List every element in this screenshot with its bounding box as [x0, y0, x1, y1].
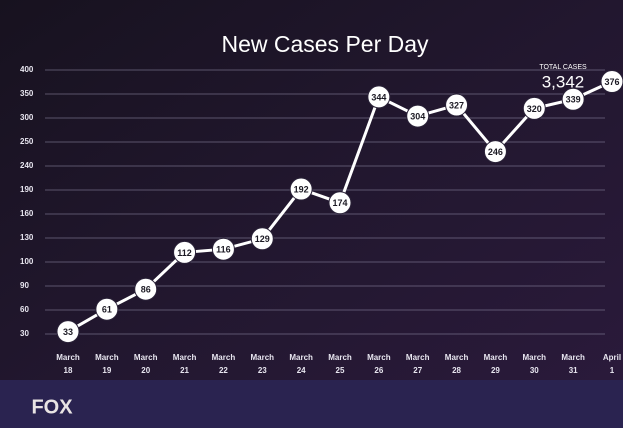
data-label: 174 [332, 198, 347, 208]
data-point [289, 177, 313, 201]
x-tick-label: March 19 [95, 353, 119, 375]
y-tick-label: 400 [20, 65, 34, 74]
data-point [483, 140, 507, 164]
data-label: 86 [141, 285, 151, 295]
x-tick-label: April 1 [603, 353, 621, 375]
x-tick-label: March 24 [289, 353, 313, 375]
x-tick-label: March 28 [445, 353, 469, 375]
data-point [134, 277, 158, 301]
x-tick-label: March 29 [484, 353, 508, 375]
chart-title: New Cases Per Day [221, 31, 429, 57]
x-tick-label: March 31 [561, 353, 585, 375]
data-point [211, 237, 235, 261]
x-tick-label: March 18 [56, 353, 80, 375]
data-point [173, 240, 197, 264]
data-label: 344 [371, 92, 386, 102]
total-label: TOTAL CASES [539, 64, 587, 71]
watermark: FOX [31, 396, 73, 418]
data-point [445, 93, 469, 117]
y-tick-label: 130 [20, 233, 34, 242]
data-point [250, 227, 274, 251]
data-point [406, 104, 430, 128]
y-tick-label: 60 [20, 305, 29, 314]
data-label: 129 [255, 234, 270, 244]
x-tick-label: March 23 [251, 353, 275, 375]
data-point [95, 297, 119, 321]
data-point [522, 96, 546, 120]
x-tick-label: March 30 [523, 353, 547, 375]
data-label: 327 [449, 100, 464, 110]
y-tick-label: 350 [20, 89, 34, 98]
x-tick-label: March 27 [406, 353, 430, 375]
y-tick-label: 300 [20, 113, 34, 122]
y-tick-label: 90 [20, 281, 29, 290]
x-tick-label: March 20 [134, 353, 158, 375]
y-tick-label: 100 [20, 257, 34, 266]
y-tick-label: 250 [20, 137, 34, 146]
y-tick-label: 30 [20, 329, 29, 338]
data-point [561, 87, 585, 111]
data-point [328, 191, 352, 215]
data-point [56, 320, 80, 344]
data-point [600, 70, 623, 94]
x-tick-label: March 25 [328, 353, 352, 375]
x-tick-label: March 21 [173, 353, 197, 375]
data-label: 116 [216, 245, 231, 255]
y-tick-label: 190 [20, 185, 34, 194]
data-label: 339 [566, 95, 581, 105]
bottom-band [0, 380, 623, 428]
x-tick-label: March 22 [212, 353, 236, 375]
data-label: 304 [410, 111, 425, 121]
data-label: 33 [63, 327, 73, 337]
total-value: 3,342 [542, 72, 585, 91]
y-tick-label: 160 [20, 209, 34, 218]
data-label: 61 [102, 305, 112, 315]
data-label: 376 [604, 77, 619, 87]
data-label: 320 [527, 104, 542, 114]
y-tick-label: 240 [20, 161, 34, 170]
data-label: 192 [294, 184, 309, 194]
data-label: 246 [488, 147, 503, 157]
x-tick-label: March 26 [367, 353, 391, 375]
data-point [367, 85, 391, 109]
data-label: 112 [177, 248, 192, 258]
